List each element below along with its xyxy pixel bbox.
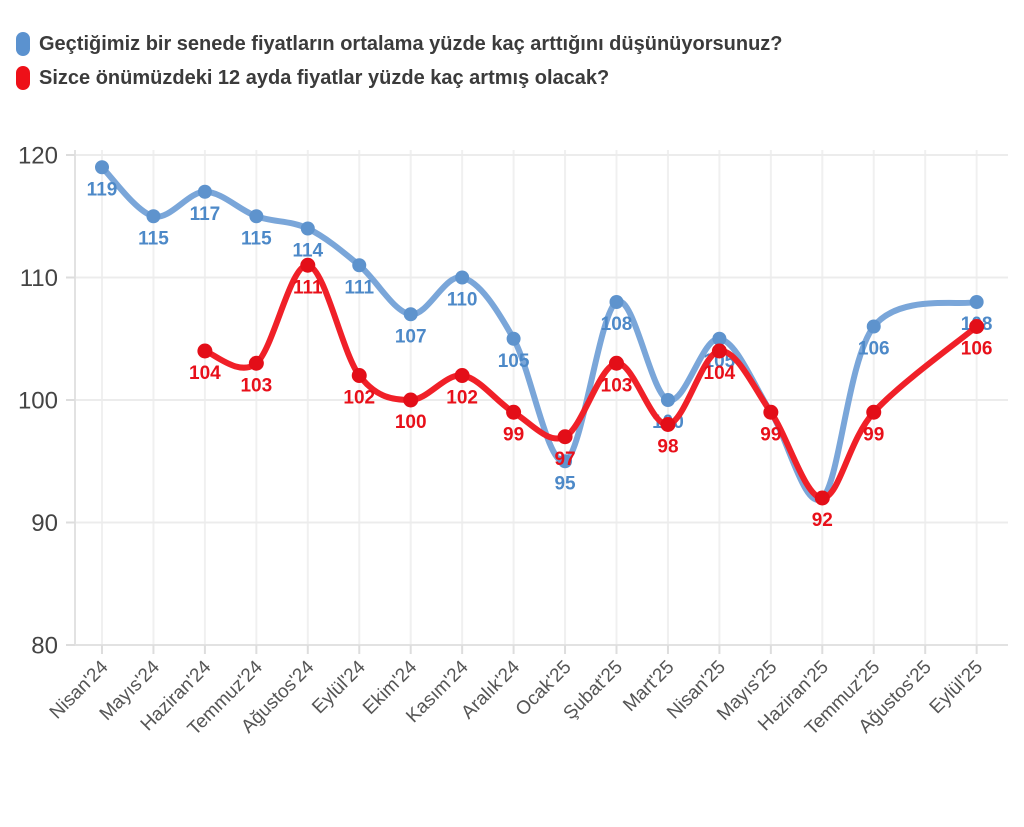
data-point-label-red: 111	[293, 277, 323, 298]
axis-ticks	[66, 154, 978, 654]
data-point-marker-blue	[866, 319, 881, 334]
data-point-label-blue: 95	[554, 473, 576, 494]
grid-lines	[74, 150, 1008, 646]
chart-legend: Geçtiğimiz bir senede fiyatların ortalam…	[16, 32, 783, 90]
data-point-marker-blue	[146, 209, 161, 224]
data-point-label-red: 99	[503, 424, 524, 445]
series-line-blue	[99, 164, 980, 503]
data-point-marker-red	[197, 343, 213, 359]
data-point-marker-blue	[249, 209, 264, 224]
data-point-marker-red	[300, 257, 316, 273]
data-point-label-blue: 115	[241, 228, 272, 249]
y-axis-tick-label: 120	[18, 142, 58, 169]
data-point-label-blue: 105	[498, 351, 530, 372]
data-point-label-red: 104	[704, 363, 736, 384]
data-point-marker-blue	[300, 221, 315, 236]
data-point-marker-red	[969, 319, 985, 334]
data-point-marker-red	[351, 368, 367, 383]
data-point-marker-red	[506, 404, 522, 420]
data-point-label-blue: 108	[601, 314, 633, 335]
data-point-label-blue: 115	[138, 228, 169, 249]
data-point-marker-blue	[403, 307, 418, 322]
data-point-label-red: 103	[601, 375, 633, 396]
data-point-label-red: 92	[812, 510, 833, 531]
data-point-label-red: 104	[189, 363, 221, 384]
legend-item-perceived-past-year: Geçtiğimiz bir senede fiyatların ortalam…	[16, 32, 783, 56]
data-point-marker-blue	[197, 184, 212, 199]
y-axis-tick-label: 110	[20, 265, 58, 292]
data-point-marker-red	[557, 429, 573, 445]
data-point-label-red: 103	[240, 375, 272, 396]
data-point-label-blue: 117	[190, 204, 221, 225]
data-point-marker-blue	[609, 295, 624, 309]
legend-swatch-blue-icon	[16, 32, 30, 56]
data-point-marker-blue	[95, 160, 109, 175]
legend-swatch-red-icon	[16, 66, 30, 90]
legend-item-expected-next-12m: Sizce önümüzdeki 12 ayda fiyatlar yüzde …	[16, 66, 783, 90]
data-point-label-blue: 106	[858, 339, 890, 360]
data-point-label-red: 98	[657, 437, 678, 458]
y-axis-tick-label: 100	[18, 387, 58, 414]
x-axis-tick-label: Eylül'24	[308, 656, 370, 718]
data-point-marker-red	[454, 368, 470, 383]
data-point-label-blue: 114	[292, 241, 323, 262]
data-point-label-blue: 110	[447, 290, 478, 311]
data-point-marker-blue	[558, 454, 573, 469]
data-point-marker-blue	[712, 331, 727, 346]
legend-label-perceived-past-year: Geçtiğimiz bir senede fiyatların ortalam…	[39, 32, 783, 55]
data-point-marker-red	[248, 355, 264, 371]
x-axis-labels: Nisan'24Mayıs'24Haziran'24Temmuz'24Ağust…	[46, 656, 987, 739]
x-axis-tick-label: Eylül'25	[926, 657, 987, 718]
data-point-marker-red	[660, 417, 676, 432]
data-point-marker-red	[609, 355, 624, 371]
data-point-label-red: 106	[961, 339, 993, 360]
data-point-marker-red	[814, 490, 830, 506]
data-point-label-blue: 111	[344, 277, 374, 298]
data-point-marker-blue	[455, 270, 470, 285]
data-point-label-red: 102	[446, 388, 478, 409]
data-point-label-red: 102	[343, 388, 375, 409]
legend-label-expected-next-12m: Sizce önümüzdeki 12 ayda fiyatlar yüzde …	[39, 66, 610, 89]
y-axis-tick-label: 80	[31, 632, 58, 659]
series-red: 104 103 111 102 100 102 99 97 103 98 104 99 92 99 106	[189, 257, 993, 531]
data-point-label-red: 97	[554, 449, 575, 470]
data-point-marker-red	[403, 392, 419, 408]
data-point-marker-blue	[506, 331, 521, 346]
data-point-marker-red	[711, 343, 727, 359]
y-axis-tick-label: 90	[31, 510, 58, 537]
data-point-marker-blue	[352, 258, 367, 273]
y-axis-labels: 80 90 100 110 120	[18, 142, 58, 659]
data-point-marker-blue	[660, 393, 675, 407]
data-point-marker-red	[763, 404, 779, 420]
data-point-label-blue: 119	[87, 179, 118, 200]
data-point-marker-red	[866, 404, 882, 420]
series-blue: 1191151171151141111071101059510810010510…	[87, 160, 993, 505]
data-point-label-red: 99	[863, 424, 884, 445]
data-point-label-red: 100	[395, 412, 427, 433]
data-point-label-blue: 107	[395, 326, 427, 347]
data-point-label-red: 99	[760, 424, 781, 445]
data-point-marker-blue	[969, 295, 984, 309]
